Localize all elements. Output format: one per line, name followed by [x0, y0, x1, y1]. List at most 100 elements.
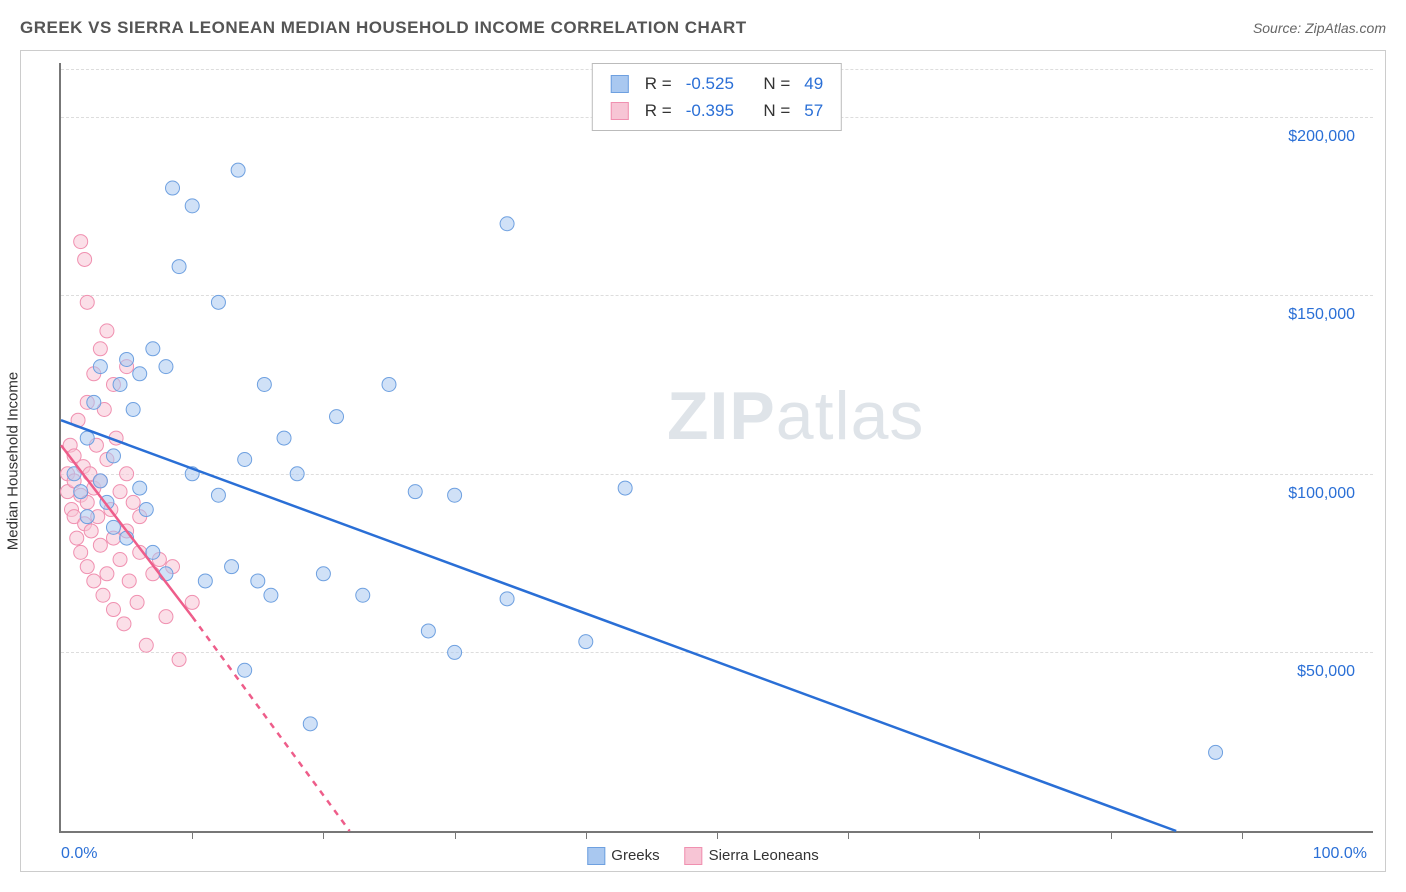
scatter-point — [80, 510, 94, 524]
scatter-point — [198, 574, 212, 588]
x-tick — [979, 831, 980, 839]
scatter-point — [130, 595, 144, 609]
scatter-point — [277, 431, 291, 445]
scatter-point — [87, 574, 101, 588]
scatter-point — [80, 431, 94, 445]
scatter-point — [93, 342, 107, 356]
source-name: ZipAtlas.com — [1305, 20, 1386, 36]
y-axis-label: Median Household Income — [5, 372, 22, 550]
n-label: N = — [763, 70, 790, 97]
scatter-point — [172, 260, 186, 274]
scatter-point — [78, 252, 92, 266]
r-value-greeks: -0.525 — [686, 70, 734, 97]
correlation-row-greeks: R = -0.525 N = 49 — [611, 70, 823, 97]
scatter-point — [87, 395, 101, 409]
x-tick — [1242, 831, 1243, 839]
scatter-point — [1209, 745, 1223, 759]
scatter-point — [159, 610, 173, 624]
swatch-greeks-icon — [611, 75, 629, 93]
scatter-point — [579, 635, 593, 649]
scatter-point — [74, 485, 88, 499]
x-tick — [717, 831, 718, 839]
scatter-point — [139, 503, 153, 517]
scatter-point — [231, 163, 245, 177]
scatter-point — [96, 588, 110, 602]
scatter-point — [290, 467, 304, 481]
scatter-point — [113, 553, 127, 567]
x-tick — [586, 831, 587, 839]
scatter-point — [225, 560, 239, 574]
scatter-point — [257, 377, 271, 391]
scatter-point — [238, 453, 252, 467]
correlation-legend-box: R = -0.525 N = 49 R = -0.395 N = 57 — [592, 63, 842, 131]
r-label: R = — [645, 70, 672, 97]
swatch-greeks-icon — [587, 847, 605, 865]
scatter-point — [80, 295, 94, 309]
x-tick — [323, 831, 324, 839]
scatter-point — [316, 567, 330, 581]
x-axis-min-label: 0.0% — [61, 845, 97, 863]
trend-line — [192, 617, 349, 831]
plot-area: ZIPatlas R = -0.525 N = 49 R = -0.395 N … — [59, 63, 1373, 833]
x-tick — [455, 831, 456, 839]
x-tick — [1111, 831, 1112, 839]
scatter-point — [113, 485, 127, 499]
scatter-point — [159, 360, 173, 374]
scatter-point — [264, 588, 278, 602]
scatter-point — [159, 567, 173, 581]
x-tick — [192, 831, 193, 839]
scatter-point — [172, 653, 186, 667]
scatter-point — [303, 717, 317, 731]
scatter-point — [166, 181, 180, 195]
bottom-legend: Greeks Sierra Leoneans — [587, 847, 818, 865]
chart-header: GREEK VS SIERRA LEONEAN MEDIAN HOUSEHOLD… — [20, 18, 1386, 38]
scatter-point — [421, 624, 435, 638]
chart-title: GREEK VS SIERRA LEONEAN MEDIAN HOUSEHOLD… — [20, 18, 747, 38]
scatter-point — [120, 467, 134, 481]
scatter-point — [126, 402, 140, 416]
scatter-point — [448, 645, 462, 659]
scatter-point — [80, 560, 94, 574]
scatter-point — [93, 538, 107, 552]
scatter-point — [120, 352, 134, 366]
swatch-sierra-icon — [611, 102, 629, 120]
y-tick-label: $200,000 — [1288, 128, 1355, 146]
scatter-point — [146, 567, 160, 581]
scatter-point — [408, 485, 422, 499]
scatter-point — [133, 367, 147, 381]
y-tick-label: $100,000 — [1288, 485, 1355, 503]
scatter-point — [84, 524, 98, 538]
scatter-point — [139, 638, 153, 652]
scatter-point — [185, 199, 199, 213]
r-value-sierra: -0.395 — [686, 97, 734, 124]
scatter-point — [122, 574, 136, 588]
scatter-point — [106, 603, 120, 617]
scatter-point — [106, 520, 120, 534]
scatter-point — [106, 449, 120, 463]
scatter-point — [211, 488, 225, 502]
scatter-point — [500, 217, 514, 231]
scatter-point — [382, 377, 396, 391]
scatter-point — [330, 410, 344, 424]
scatter-point — [251, 574, 265, 588]
scatter-point — [146, 342, 160, 356]
trend-line — [61, 420, 1176, 831]
scatter-point — [356, 588, 370, 602]
n-label: N = — [763, 97, 790, 124]
legend-item-sierra: Sierra Leoneans — [685, 847, 819, 865]
scatter-point — [500, 592, 514, 606]
scatter-point — [100, 567, 114, 581]
chart-source: Source: ZipAtlas.com — [1253, 20, 1386, 36]
y-tick-label: $150,000 — [1288, 306, 1355, 324]
scatter-point — [117, 617, 131, 631]
n-value-greeks: 49 — [804, 70, 823, 97]
n-value-sierra: 57 — [804, 97, 823, 124]
scatter-point — [70, 531, 84, 545]
scatter-plot-svg — [61, 63, 1373, 831]
scatter-point — [93, 474, 107, 488]
scatter-point — [238, 663, 252, 677]
swatch-sierra-icon — [685, 847, 703, 865]
legend-item-greeks: Greeks — [587, 847, 659, 865]
scatter-point — [74, 545, 88, 559]
x-axis-max-label: 100.0% — [1313, 845, 1367, 863]
